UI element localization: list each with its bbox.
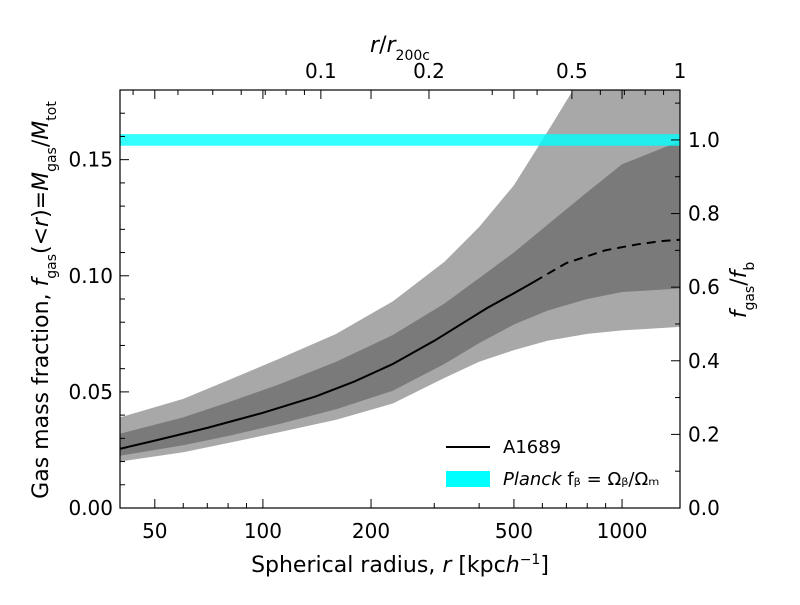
planck-reference-band — [120, 134, 680, 146]
x-tick-label: 1000 — [597, 519, 648, 543]
legend-band-swatch — [446, 471, 490, 487]
legend-label-a1689: A1689 — [503, 437, 561, 458]
axis-ticks: 50 100 200 500 1000 0.00 0.05 0.10 0.15 0.0 0.2 0.4… — [68, 59, 719, 543]
y-tick-label: 0.05 — [68, 380, 113, 404]
y-tick-label: 0.15 — [68, 148, 113, 172]
y-tick-label: 0.10 — [68, 264, 113, 288]
svg-text:fgas/fb: fgas/fb — [727, 262, 758, 319]
top-tick-label: 0.5 — [556, 59, 588, 83]
right-tick-label: 1.0 — [688, 128, 720, 152]
top-tick-label: 0.2 — [413, 59, 445, 83]
confidence-bands — [120, 90, 680, 462]
top-axis-title: r/r200c — [370, 33, 430, 64]
x-tick-label: 500 — [495, 519, 533, 543]
right-axis-title: fgas/fb — [727, 262, 758, 319]
band-outer — [120, 90, 680, 462]
series-a1689-measured — [120, 280, 535, 450]
right-tick-label: 0.0 — [688, 496, 720, 520]
top-tick-label: 0.1 — [305, 59, 337, 83]
series-lines — [120, 238, 680, 450]
svg-text:Spherical radius, r [kpch−1]: Spherical radius, r [kpch−1] — [251, 552, 549, 578]
svg-text:r/r200c: r/r200c — [370, 33, 430, 64]
right-tick-label: 0.2 — [688, 422, 720, 446]
legend-label-planck: Planck fᵦ = Ωᵦ/Ωₘ — [503, 469, 659, 490]
x-axis-title: Spherical radius, r [kpch−1] — [251, 552, 549, 578]
right-tick-label: 0.6 — [688, 275, 720, 299]
x-tick-label: 100 — [244, 519, 282, 543]
x-tick-label: 200 — [352, 519, 390, 543]
top-tick-label: 1 — [674, 59, 687, 83]
right-tick-label: 0.8 — [688, 202, 720, 226]
series-a1689-extrapolated — [533, 238, 680, 283]
legend: A1689 Planck fᵦ = Ωᵦ/Ωₘ — [446, 437, 659, 490]
planck-band-rect — [120, 134, 680, 146]
y-axis-title: Gas mass fraction, fgas(<r)=Mgas/Mtot — [29, 101, 60, 499]
y-tick-label: 0.00 — [68, 496, 113, 520]
svg-text:Gas mass fraction, fgas(<r)=Mg: Gas mass fraction, fgas(<r)=Mgas/Mtot — [29, 101, 60, 499]
x-tick-label: 50 — [142, 519, 167, 543]
band-inner — [120, 141, 680, 456]
right-tick-label: 0.4 — [688, 349, 720, 373]
